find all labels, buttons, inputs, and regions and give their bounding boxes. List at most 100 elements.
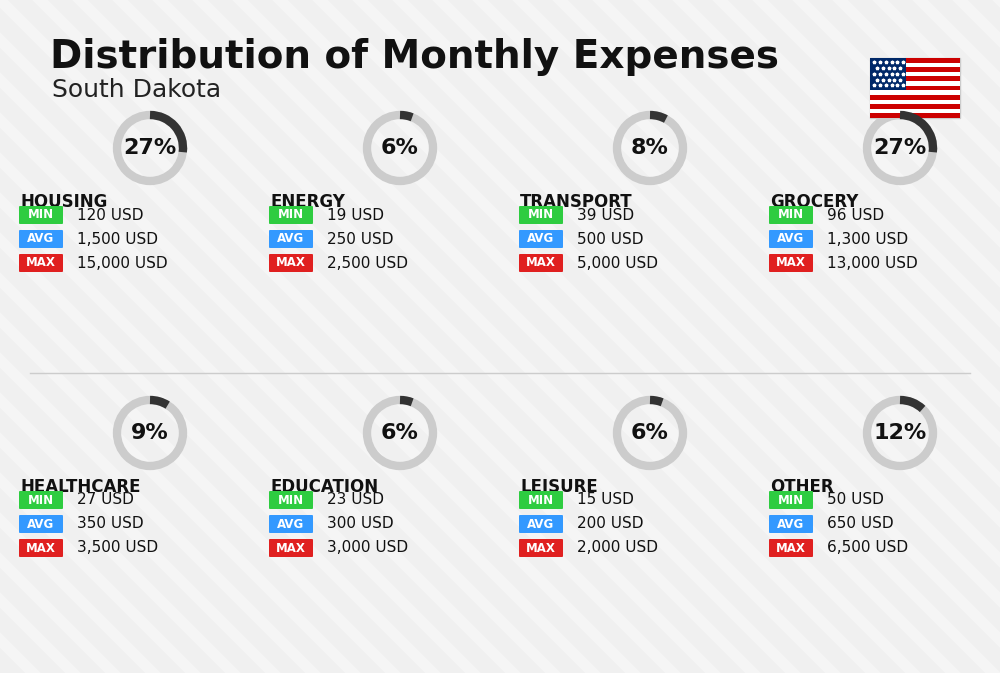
FancyBboxPatch shape [19,515,63,533]
FancyBboxPatch shape [769,254,813,272]
Text: 2,000 USD: 2,000 USD [577,540,658,555]
Text: HOUSING: HOUSING [20,193,107,211]
Text: MAX: MAX [776,542,806,555]
FancyBboxPatch shape [870,77,960,81]
Text: AVG: AVG [27,232,55,246]
Text: TRANSPORT: TRANSPORT [520,193,633,211]
FancyBboxPatch shape [769,515,813,533]
Text: South Dakota: South Dakota [52,78,221,102]
Text: MIN: MIN [278,209,304,221]
Text: 3,000 USD: 3,000 USD [327,540,408,555]
Text: 5,000 USD: 5,000 USD [577,256,658,271]
Text: 96 USD: 96 USD [827,207,884,223]
FancyBboxPatch shape [870,72,960,77]
FancyBboxPatch shape [269,539,313,557]
Text: 15,000 USD: 15,000 USD [77,256,168,271]
FancyBboxPatch shape [269,254,313,272]
Text: 19 USD: 19 USD [327,207,384,223]
FancyBboxPatch shape [519,491,563,509]
Text: AVG: AVG [527,518,555,530]
Text: 120 USD: 120 USD [77,207,144,223]
Text: AVG: AVG [777,232,805,246]
FancyBboxPatch shape [519,515,563,533]
Text: EDUCATION: EDUCATION [270,478,378,496]
Text: MAX: MAX [26,542,56,555]
Text: 27%: 27% [123,138,177,158]
Text: 15 USD: 15 USD [577,493,634,507]
Text: LEISURE: LEISURE [520,478,598,496]
FancyBboxPatch shape [519,230,563,248]
Text: GROCERY: GROCERY [770,193,858,211]
Text: MIN: MIN [528,209,554,221]
FancyBboxPatch shape [269,515,313,533]
FancyBboxPatch shape [870,81,960,85]
Text: AVG: AVG [277,518,305,530]
Text: 1,500 USD: 1,500 USD [77,232,158,246]
FancyBboxPatch shape [870,58,960,63]
FancyBboxPatch shape [769,206,813,224]
Text: 6%: 6% [381,423,419,443]
Text: AVG: AVG [27,518,55,530]
FancyBboxPatch shape [870,95,960,100]
Text: HEALTHCARE: HEALTHCARE [20,478,140,496]
FancyBboxPatch shape [870,85,960,90]
Text: 27%: 27% [873,138,927,158]
Text: MIN: MIN [28,493,54,507]
FancyBboxPatch shape [519,206,563,224]
Text: 250 USD: 250 USD [327,232,394,246]
Text: 2,500 USD: 2,500 USD [327,256,408,271]
FancyBboxPatch shape [19,491,63,509]
Text: 200 USD: 200 USD [577,516,644,532]
FancyBboxPatch shape [19,206,63,224]
FancyBboxPatch shape [769,491,813,509]
Text: MAX: MAX [776,256,806,269]
Text: Distribution of Monthly Expenses: Distribution of Monthly Expenses [50,38,779,76]
Text: MAX: MAX [526,542,556,555]
FancyBboxPatch shape [269,230,313,248]
FancyBboxPatch shape [19,230,63,248]
Text: ENERGY: ENERGY [270,193,345,211]
Text: MIN: MIN [278,493,304,507]
FancyBboxPatch shape [870,63,960,67]
Text: MAX: MAX [526,256,556,269]
Text: MIN: MIN [528,493,554,507]
Text: 500 USD: 500 USD [577,232,644,246]
Text: AVG: AVG [527,232,555,246]
FancyBboxPatch shape [19,539,63,557]
Text: MAX: MAX [276,542,306,555]
FancyBboxPatch shape [870,109,960,113]
Text: AVG: AVG [277,232,305,246]
Text: 9%: 9% [131,423,169,443]
FancyBboxPatch shape [870,113,960,118]
Text: 650 USD: 650 USD [827,516,894,532]
Text: 300 USD: 300 USD [327,516,394,532]
FancyBboxPatch shape [519,539,563,557]
Text: OTHER: OTHER [770,478,834,496]
FancyBboxPatch shape [870,58,906,90]
FancyBboxPatch shape [269,491,313,509]
FancyBboxPatch shape [519,254,563,272]
Text: 50 USD: 50 USD [827,493,884,507]
Text: 27 USD: 27 USD [77,493,134,507]
Text: 3,500 USD: 3,500 USD [77,540,158,555]
Text: 6,500 USD: 6,500 USD [827,540,908,555]
Text: MIN: MIN [28,209,54,221]
Text: 6%: 6% [631,423,669,443]
FancyBboxPatch shape [870,90,960,95]
Text: 350 USD: 350 USD [77,516,144,532]
Text: 8%: 8% [631,138,669,158]
FancyBboxPatch shape [870,67,960,72]
Text: 1,300 USD: 1,300 USD [827,232,908,246]
FancyBboxPatch shape [870,100,960,104]
Text: 12%: 12% [873,423,927,443]
Text: 13,000 USD: 13,000 USD [827,256,918,271]
Text: MIN: MIN [778,209,804,221]
Text: 39 USD: 39 USD [577,207,634,223]
FancyBboxPatch shape [769,230,813,248]
FancyBboxPatch shape [269,206,313,224]
Text: MIN: MIN [778,493,804,507]
Text: 6%: 6% [381,138,419,158]
Text: AVG: AVG [777,518,805,530]
FancyBboxPatch shape [870,104,960,109]
FancyBboxPatch shape [870,58,960,118]
